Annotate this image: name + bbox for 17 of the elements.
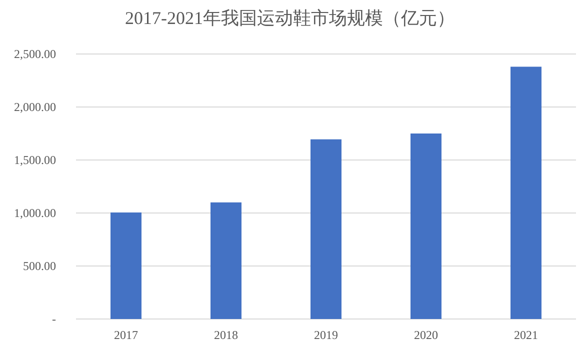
y-tick-label: -: [52, 312, 56, 326]
x-tick-label: 2021: [514, 328, 538, 342]
y-tick-label: 2,500.00: [14, 47, 56, 61]
y-tick-label: 500.00: [23, 259, 56, 273]
x-tick-label: 2020: [414, 328, 438, 342]
bar: [510, 66, 542, 319]
x-tick-label: 2019: [314, 328, 338, 342]
y-tick-label: 1,000.00: [14, 206, 56, 220]
bar: [110, 212, 142, 319]
chart-title: 2017-2021年我国运动鞋市场规模（亿元）: [125, 8, 455, 28]
x-tick-label: 2018: [214, 328, 238, 342]
bar: [210, 202, 242, 319]
y-tick-label: 1,500.00: [14, 153, 56, 167]
bar: [310, 139, 342, 319]
y-tick-label: 2,000.00: [14, 100, 56, 114]
x-tick-label: 2017: [114, 328, 138, 342]
bar: [410, 134, 442, 319]
